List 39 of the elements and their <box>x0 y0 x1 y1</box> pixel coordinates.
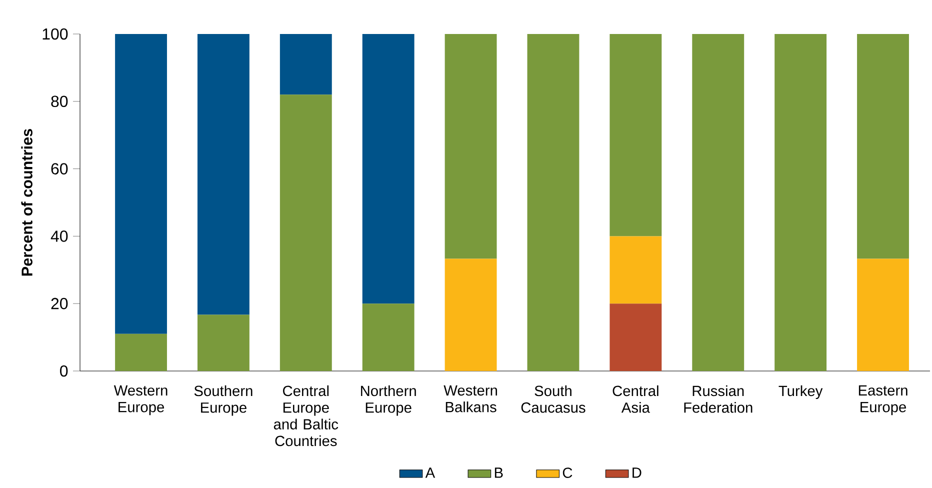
legend-label: C <box>562 468 572 478</box>
bar <box>610 236 662 304</box>
y-tick-label: 80 <box>51 96 68 108</box>
x-tick-label: Central Asia <box>612 385 658 413</box>
bar <box>197 34 250 315</box>
bar <box>857 258 909 371</box>
x-tick-label: Western Balkans <box>444 385 497 412</box>
y-tick-label: 40 <box>50 230 68 242</box>
legend-label: B <box>494 468 503 478</box>
x-tick-label: Eastern Europe <box>858 385 908 416</box>
y-tick-label: 60 <box>51 163 68 174</box>
x-tick-label: Turkey <box>778 385 823 400</box>
x-tick-label: Western Europe <box>114 385 168 416</box>
bar <box>610 304 662 371</box>
y-tick-label: 20 <box>51 298 68 310</box>
bar <box>362 304 414 371</box>
bar <box>857 34 909 259</box>
x-tick-label: Northern Europe <box>361 385 416 416</box>
bar <box>444 34 497 259</box>
y-tick-label: 0 <box>60 365 68 377</box>
bar <box>197 314 250 371</box>
bar <box>610 34 662 236</box>
x-tick-label: Southern Europe <box>194 385 252 416</box>
bar <box>527 34 580 371</box>
x-tick-label: Central Europe and Baltic Countries <box>274 385 338 446</box>
x-tick-label: Russian Federation <box>684 385 752 413</box>
legend-label: D <box>632 468 642 478</box>
legend-label: A <box>425 468 436 478</box>
bar <box>280 94 332 371</box>
bar <box>362 34 414 304</box>
bar <box>280 34 332 95</box>
x-tick-label: South Caucasus <box>521 385 586 413</box>
bar <box>115 34 167 334</box>
bar <box>692 34 744 371</box>
bar <box>115 334 167 371</box>
y-tick-label: 100 <box>42 28 68 40</box>
y-axis-title: Percent of countries <box>21 129 32 276</box>
bar <box>444 258 497 371</box>
bar <box>774 34 827 371</box>
